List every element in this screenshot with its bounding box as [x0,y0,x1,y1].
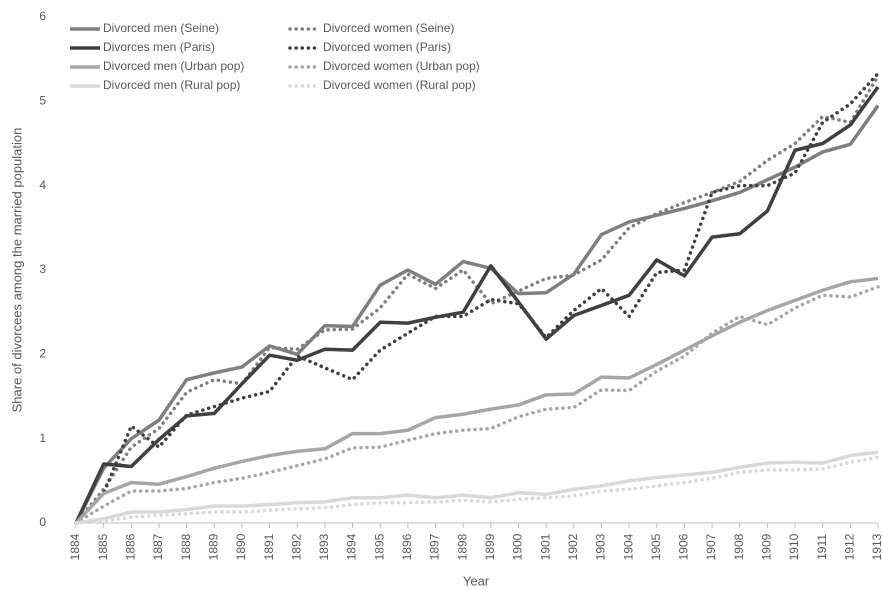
x-tick-label: 1912 [843,533,857,560]
x-tick-label: 1900 [511,533,525,560]
x-tick-label: 1888 [179,533,193,560]
x-tick-label: 1896 [400,533,414,560]
series-line [74,285,880,525]
series-line [74,276,879,525]
legend-label: Divorced women (Rural pop) [323,78,476,92]
x-tick-label: 1908 [732,533,746,560]
x-tick-label: 1892 [289,533,303,560]
x-tick-label: 1910 [787,533,801,560]
x-tick-label: 1909 [760,533,774,560]
legend-label: Divorced men (Urban pop) [103,59,244,73]
y-tick-label: 4 [39,178,46,192]
x-tick-label: 1889 [206,533,220,560]
x-axis-title: Year [463,573,490,588]
series-line [74,455,880,525]
series-line [74,74,880,525]
x-tick-label: 1901 [538,533,552,560]
x-tick-label: 1913 [870,533,883,560]
x-tick-label: 1911 [815,534,829,560]
legend-label: Divorced women (Paris) [323,40,451,54]
legend-label: Divorces men (Paris) [103,40,215,54]
series-line [74,71,880,525]
y-tick-label: 1 [39,431,46,445]
x-tick-label: 1887 [151,533,165,560]
legend-label: Divorced men (Rural pop) [103,78,240,92]
x-tick-label: 1898 [455,533,469,560]
x-tick-label: 1897 [428,533,442,560]
x-tick-label: 1899 [483,533,497,560]
x-tick-label: 1891 [262,533,276,560]
legend-label: Divorced women (Urban pop) [323,59,480,73]
series-line [74,104,880,524]
x-tick-label: 1886 [123,533,137,560]
x-tick-label: 1904 [621,533,635,560]
y-tick-label: 2 [39,347,46,361]
x-tick-label: 1902 [566,533,580,560]
x-tick-label: 1890 [234,533,248,560]
series-line [75,450,879,525]
x-tick-label: 1895 [372,533,386,560]
x-tick-label: 1905 [649,533,663,560]
y-tick-label: 6 [39,9,46,23]
x-tick-label: 1885 [96,533,110,560]
y-tick-label: 0 [39,515,46,529]
x-tick-label: 1903 [594,533,608,560]
y-tick-label: 5 [39,94,46,108]
x-tick-label: 1906 [677,533,691,560]
x-tick-label: 1894 [345,533,359,560]
x-tick-label: 1884 [68,533,82,560]
y-tick-label: 3 [39,262,46,276]
series-line [74,85,880,524]
legend-label: Divorced men (Seine) [103,21,219,35]
x-tick-label: 1893 [317,533,331,560]
legend-label: Divorced women (Seine) [323,21,454,35]
x-tick-label: 1907 [704,533,718,560]
y-axis-title: Share of divorcees among the married pop… [9,128,24,413]
